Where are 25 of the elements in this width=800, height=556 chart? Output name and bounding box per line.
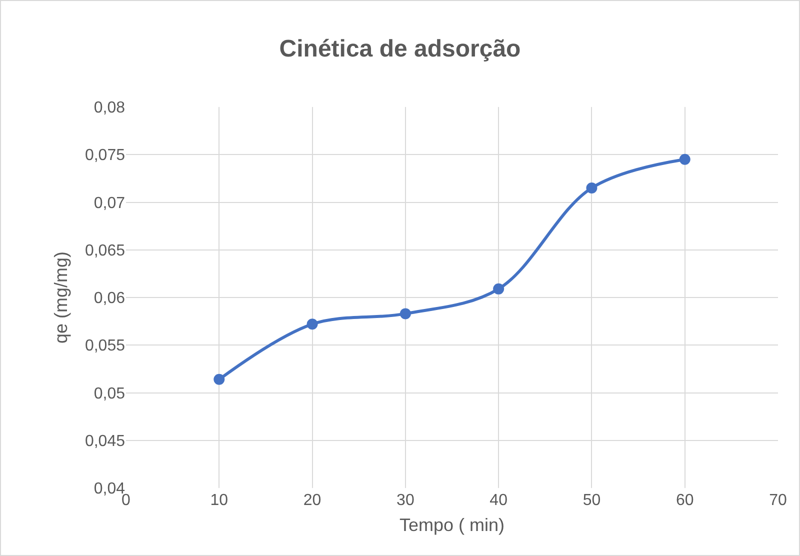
point [214, 374, 225, 385]
chart-title: Cinética de adsorção [279, 36, 521, 63]
y-tick-label: 0,065 [84, 242, 126, 260]
x-tick-label: 60 [676, 492, 694, 509]
x-tick-label: 10 [210, 492, 228, 509]
y-tick-label: 0,045 [84, 432, 126, 450]
point [493, 283, 504, 294]
y-tick-label: 0,075 [84, 147, 126, 164]
y-tick-label: 0,08 [94, 100, 126, 117]
x-tick-label: 30 [396, 492, 414, 509]
point [306, 318, 318, 330]
y-tick-label: 0,06 [94, 290, 126, 308]
y-axis-title: qe (mg/mg) [51, 251, 72, 344]
y-tick-label: 0,055 [84, 338, 126, 355]
x-tick-label: 50 [582, 492, 601, 509]
point [400, 308, 411, 320]
point [586, 182, 598, 194]
x-tick-label: 70 [769, 492, 787, 509]
x-axis-title: Tempo ( min) [399, 515, 505, 536]
y-tick-label: 0,05 [94, 385, 126, 402]
y-tick-label: 0,07 [94, 194, 126, 212]
x-tick-label: 20 [303, 492, 322, 509]
point [679, 154, 690, 165]
x-tick-label: 0 [122, 492, 131, 509]
x-tick-label: 40 [490, 492, 508, 509]
